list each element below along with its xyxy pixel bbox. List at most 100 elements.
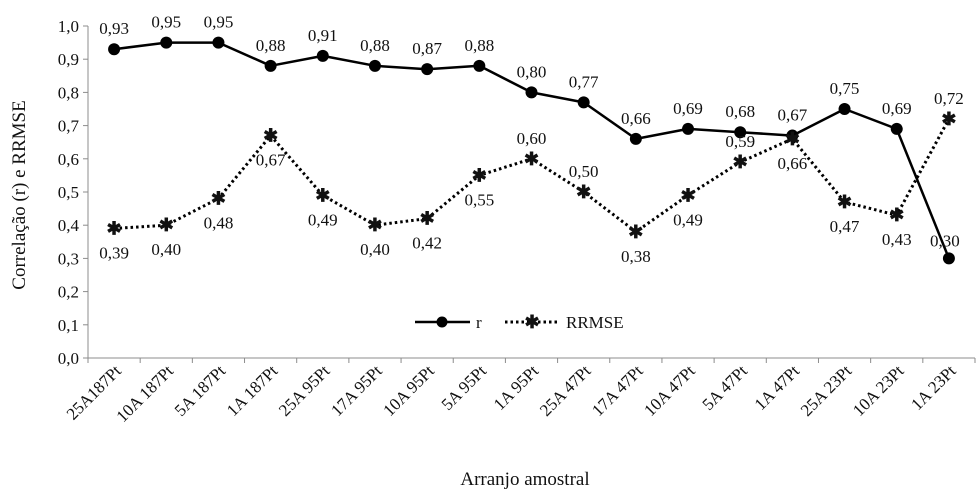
series-point-r — [212, 36, 225, 49]
y-tick-label: 0,9 — [58, 50, 79, 69]
series-point-rrmse: ✱ — [680, 185, 695, 205]
data-label-rrmse: 0,50 — [569, 162, 599, 181]
data-label-rrmse: 0,40 — [360, 240, 390, 259]
series-point-rrmse: ✱ — [159, 215, 174, 235]
data-label-rrmse: 0,60 — [517, 129, 547, 148]
legend-marker-rrmse: ✱ — [524, 312, 539, 332]
data-label-rrmse: 0,72 — [934, 89, 964, 108]
data-label-r: 0,77 — [569, 72, 599, 91]
x-tick-label: 25A 47Pt — [536, 361, 595, 420]
y-tick-label: 0,4 — [58, 216, 80, 235]
data-label-r: 0,88 — [256, 36, 286, 55]
series-point-rrmse: ✱ — [733, 152, 748, 172]
series-point-rrmse: ✱ — [628, 222, 643, 242]
series-point-r — [160, 36, 173, 49]
series-point-r — [108, 43, 121, 56]
legend-item-rrmse: ✱ RRMSE — [505, 312, 624, 332]
data-label-r: 0,75 — [830, 79, 860, 98]
data-label-rrmse: 0,40 — [151, 240, 181, 259]
series-point-r — [786, 129, 799, 142]
series-point-rrmse: ✱ — [107, 219, 122, 239]
x-tick-label: 10A 95Pt — [379, 361, 438, 420]
data-label-r: 0,30 — [930, 231, 960, 250]
series-point-r — [264, 59, 277, 72]
series-point-r — [838, 103, 851, 115]
data-label-rrmse: 0,43 — [882, 230, 912, 249]
series-point-rrmse: ✱ — [420, 209, 435, 229]
data-label-r: 0,69 — [673, 99, 703, 118]
data-label-rrmse: 0,49 — [673, 210, 703, 229]
data-label-rrmse: 0,67 — [256, 151, 286, 170]
y-tick-label: 0,7 — [58, 117, 80, 136]
y-tick-label: 0,0 — [58, 349, 79, 368]
series-point-r — [942, 252, 955, 265]
data-label-rrmse: 0,48 — [204, 214, 234, 233]
data-label-r: 0,66 — [621, 109, 651, 128]
series-point-r — [890, 122, 903, 135]
data-label-rrmse: 0,59 — [725, 132, 755, 151]
y-tick-label: 0,2 — [58, 283, 79, 302]
series-point-rrmse: ✱ — [576, 182, 591, 202]
data-label-r: 0,95 — [151, 13, 181, 32]
data-label-r: 0,69 — [882, 99, 912, 118]
legend-item-r: r — [415, 313, 482, 332]
data-label-rrmse: 0,55 — [464, 190, 494, 209]
data-label-rrmse: 0,66 — [778, 154, 808, 173]
x-tick-label: 10A 23Pt — [849, 361, 908, 420]
series-point-r — [629, 132, 642, 145]
series-point-rrmse: ✱ — [785, 129, 800, 149]
legend: r ✱ RRMSE — [415, 312, 624, 332]
series-point-rrmse: ✱ — [889, 205, 904, 225]
series-point-rrmse: ✱ — [472, 165, 487, 185]
legend-label-r: r — [476, 313, 482, 332]
series-point-r — [577, 96, 590, 109]
series-point-rrmse: ✱ — [263, 126, 278, 146]
x-tick-label: 25A 95Pt — [275, 361, 334, 420]
x-tick-label: 1A 47Pt — [751, 361, 804, 414]
series-point-r — [368, 59, 381, 72]
data-label-rrmse: 0,38 — [621, 247, 651, 266]
x-tick-label: 17A 47Pt — [588, 361, 647, 420]
series-layer: ✱ ✱ ✱ ✱ ✱ ✱ ✱ ✱ ✱ ✱ ✱ ✱ ✱ ✱ ✱ ✱ ✱ — [107, 36, 956, 265]
data-label-rrmse: 0,49 — [308, 210, 338, 229]
y-axis: 0,0 0,1 0,2 0,3 0,4 0,5 0,6 0,7 0,8 0,9 1,0 — [58, 17, 89, 368]
series-point-r — [734, 126, 747, 139]
series-point-r — [473, 59, 486, 72]
series-line-rrmse — [114, 118, 951, 234]
y-tick-label: 0,1 — [58, 316, 79, 335]
series-point-rrmse: ✱ — [941, 109, 956, 129]
series-point-r — [421, 63, 434, 76]
x-tick-label: 10A 187Pt — [113, 361, 178, 426]
data-label-r: 0,88 — [360, 36, 390, 55]
data-label-r: 0,67 — [778, 106, 808, 125]
x-tick-label: 5A 187Pt — [171, 361, 230, 420]
x-tick-label: 1A 187Pt — [223, 361, 282, 420]
x-tick-label: 1A 23Pt — [907, 361, 960, 414]
series-point-r — [525, 86, 538, 99]
data-label-r: 0,68 — [725, 102, 755, 121]
legend-marker-r — [436, 316, 448, 328]
data-label-rrmse: 0,42 — [412, 234, 442, 253]
legend-label-rrmse: RRMSE — [566, 313, 624, 332]
data-label-rrmse: 0,47 — [830, 217, 860, 236]
x-tick-label: 5A 47Pt — [699, 361, 752, 414]
series-point-rrmse: ✱ — [524, 149, 539, 169]
data-label-r: 0,95 — [204, 13, 234, 32]
y-tick-label: 0,5 — [58, 183, 79, 202]
x-tick-label: 17A 95Pt — [327, 361, 386, 420]
data-label-r: 0,87 — [412, 39, 442, 58]
x-tick-label: 1A 95Pt — [490, 361, 543, 414]
data-label-r: 0,80 — [517, 62, 547, 81]
y-tick-label: 0,6 — [58, 150, 79, 169]
data-labels: 0,93 0,95 0,95 0,88 0,91 0,88 0,87 0,88 0,80 0,77… — [99, 13, 964, 266]
y-axis-title: Correlação (r) e RRMSE — [9, 100, 30, 289]
y-tick-label: 0,3 — [58, 249, 79, 268]
data-label-r: 0,91 — [308, 26, 338, 45]
series-point-r — [316, 49, 329, 62]
series-point-rrmse: ✱ — [211, 189, 226, 209]
series-point-r — [682, 122, 695, 135]
x-axis-title: Arranjo amostral — [460, 469, 589, 490]
series-point-rrmse: ✱ — [367, 215, 382, 235]
